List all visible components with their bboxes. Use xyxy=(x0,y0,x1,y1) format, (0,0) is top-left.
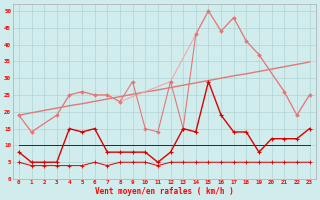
X-axis label: Vent moyen/en rafales ( km/h ): Vent moyen/en rafales ( km/h ) xyxy=(95,187,234,196)
